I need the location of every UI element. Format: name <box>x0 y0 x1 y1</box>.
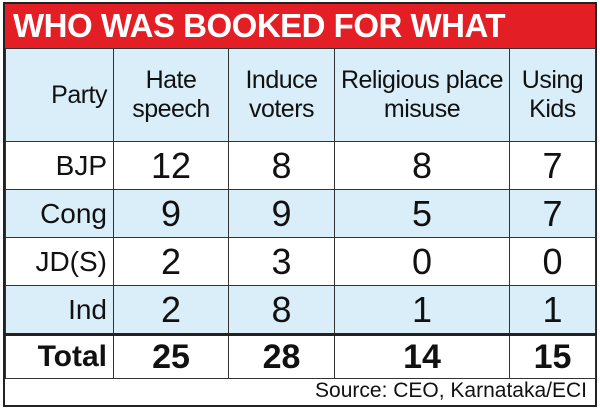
cell: 25 <box>113 333 229 379</box>
total-row: Total 25 28 14 15 <box>5 333 596 379</box>
row-label: JD(S) <box>5 237 114 286</box>
cell: 5 <box>334 189 510 238</box>
source: Source: CEO, Karnataka/ECI <box>315 379 587 402</box>
cell: 0 <box>509 237 596 286</box>
table: Party Hate speech Induce voters Religious p… <box>5 48 596 379</box>
row-label: Party <box>5 48 114 142</box>
cell: 12 <box>113 141 229 190</box>
table-row: BJP 12 8 8 7 <box>5 141 596 190</box>
cell: 7 <box>509 189 596 238</box>
cell: Religious place misuse <box>334 48 510 142</box>
header-row: Party Hate speech Induce voters Religious p… <box>5 48 596 142</box>
table-body: Party Hate speech Induce voters Religious p… <box>5 48 596 379</box>
cell: Hate speech <box>113 48 229 142</box>
table-row: Ind 2 8 1 1 <box>5 285 596 335</box>
cell: 1 <box>509 285 596 335</box>
cell: 8 <box>228 285 335 335</box>
cell: 0 <box>334 237 510 286</box>
row-label: Total <box>5 333 114 379</box>
cell: 8 <box>228 141 335 190</box>
title: WHO WAS BOOKED FOR WHAT <box>5 4 595 48</box>
cell: 2 <box>113 285 229 335</box>
table-row: Cong 9 9 5 7 <box>5 189 596 238</box>
cell: Induce voters <box>228 48 335 142</box>
infographic: WHO WAS BOOKED FOR WHAT Party Hate speech… <box>3 2 597 407</box>
cell: 14 <box>334 333 510 379</box>
row-label: BJP <box>5 141 114 190</box>
cell: 28 <box>228 333 335 379</box>
cell: 3 <box>228 237 335 286</box>
cell: 7 <box>509 141 596 190</box>
cell: 8 <box>334 141 510 190</box>
cell: 15 <box>509 333 596 379</box>
cell: 1 <box>334 285 510 335</box>
cell: 2 <box>113 237 229 286</box>
cell: 9 <box>113 189 229 238</box>
cell: 9 <box>228 189 335 238</box>
row-label: Ind <box>5 285 114 335</box>
table-row: JD(S) 2 3 0 0 <box>5 237 596 286</box>
row-label: Cong <box>5 189 114 238</box>
cell: Using Kids <box>509 48 596 142</box>
